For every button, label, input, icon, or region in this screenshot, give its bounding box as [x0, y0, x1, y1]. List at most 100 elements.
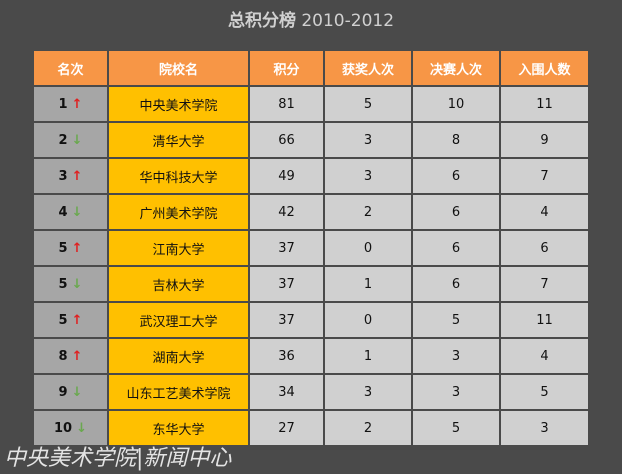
- trend-arrow: ↑: [71, 312, 83, 328]
- number-cell: 81: [248, 85, 325, 123]
- rank: 5: [58, 276, 68, 292]
- school-name: 东华大学: [107, 409, 250, 447]
- rank-cell: 8 ↑: [32, 337, 109, 375]
- number-cell: 6: [411, 193, 501, 231]
- rank: 10: [54, 420, 73, 436]
- rank-cell: 9 ↓: [32, 373, 109, 411]
- table-row: 9 ↓ 山东工艺美术学院 34 3 3 5: [32, 373, 590, 411]
- title: 总积分榜 2010-2012: [0, 6, 622, 31]
- trend-arrow: ↓: [71, 384, 83, 400]
- table-row: 5 ↓ 吉林大学 37 1 6 7: [32, 265, 590, 303]
- school-name: 中央美术学院: [107, 85, 250, 123]
- number-cell: 36: [248, 337, 325, 375]
- number-cell: 6: [411, 229, 501, 267]
- school-name: 华中科技大学: [107, 157, 250, 195]
- watermark: 中央美术学院|新闻中心: [4, 446, 232, 471]
- number-cell: 10: [411, 85, 501, 123]
- school-name: 吉林大学: [107, 265, 250, 303]
- header-cell: 积分: [248, 49, 325, 87]
- number-cell: 1: [323, 337, 413, 375]
- number-cell: 4: [499, 337, 590, 375]
- number-cell: 5: [499, 373, 590, 411]
- table-row: 5 ↑ 江南大学 37 0 6 6: [32, 229, 590, 267]
- number-cell: 37: [248, 229, 325, 267]
- school-name: 广州美术学院: [107, 193, 250, 231]
- trend-arrow: ↓: [76, 420, 87, 436]
- table-row: 3 ↑ 华中科技大学 49 3 6 7: [32, 157, 590, 195]
- school-name: 清华大学: [107, 121, 250, 159]
- rank: 1: [58, 96, 68, 112]
- rank-cell: 10 ↓: [32, 409, 109, 447]
- number-cell: 11: [499, 301, 590, 339]
- rank-cell: 5 ↑: [32, 229, 109, 267]
- school-name: 武汉理工大学: [107, 301, 250, 339]
- number-cell: 2: [323, 193, 413, 231]
- number-cell: 37: [248, 265, 325, 303]
- rank: 3: [58, 168, 68, 184]
- number-cell: 27: [248, 409, 325, 447]
- trend-arrow: ↑: [71, 240, 83, 256]
- number-cell: 3: [411, 373, 501, 411]
- table-row: 4 ↓ 广州美术学院 42 2 6 4: [32, 193, 590, 231]
- school-name: 湖南大学: [107, 337, 250, 375]
- header-cell: 获奖人次: [323, 49, 413, 87]
- header-cell: 名次: [32, 49, 109, 87]
- number-cell: 34: [248, 373, 325, 411]
- trend-arrow: ↓: [71, 132, 83, 148]
- number-cell: 5: [323, 85, 413, 123]
- rank: 9: [58, 384, 68, 400]
- header-row: 名次 院校名 积分 获奖人次 决赛人次 入围人数: [32, 49, 590, 87]
- trend-arrow: ↓: [71, 276, 83, 292]
- trend-arrow: ↑: [71, 168, 83, 184]
- trend-arrow: ↑: [71, 348, 83, 364]
- title-years: 2010-2012: [301, 11, 395, 31]
- number-cell: 3: [323, 157, 413, 195]
- header-cell: 院校名: [107, 49, 250, 87]
- number-cell: 5: [411, 409, 501, 447]
- number-cell: 1: [323, 265, 413, 303]
- header-cell: 入围人数: [499, 49, 590, 87]
- school-name: 山东工艺美术学院: [107, 373, 250, 411]
- number-cell: 0: [323, 229, 413, 267]
- rank-cell: 5 ↑: [32, 301, 109, 339]
- number-cell: 3: [411, 337, 501, 375]
- school-name: 江南大学: [107, 229, 250, 267]
- number-cell: 0: [323, 301, 413, 339]
- number-cell: 49: [248, 157, 325, 195]
- number-cell: 9: [499, 121, 590, 159]
- number-cell: 6: [411, 265, 501, 303]
- rank-cell: 5 ↓: [32, 265, 109, 303]
- number-cell: 5: [411, 301, 501, 339]
- number-cell: 42: [248, 193, 325, 231]
- trend-arrow: ↑: [71, 96, 83, 112]
- rank-cell: 4 ↓: [32, 193, 109, 231]
- table-row: 1 ↑ 中央美术学院 81 5 10 11: [32, 85, 590, 123]
- number-cell: 3: [499, 409, 590, 447]
- number-cell: 3: [323, 121, 413, 159]
- rank-cell: 3 ↑: [32, 157, 109, 195]
- rank: 8: [58, 348, 68, 364]
- number-cell: 37: [248, 301, 325, 339]
- table-row: 2 ↓ 清华大学 66 3 8 9: [32, 121, 590, 159]
- rank: 4: [58, 204, 68, 220]
- trend-arrow: ↓: [71, 204, 83, 220]
- number-cell: 2: [323, 409, 413, 447]
- table-row: 10 ↓ 东华大学 27 2 5 3: [32, 409, 590, 447]
- number-cell: 7: [499, 157, 590, 195]
- number-cell: 3: [323, 373, 413, 411]
- rank: 5: [58, 240, 68, 256]
- ranking-table: 名次 院校名 积分 获奖人次 决赛人次 入围人数 1 ↑ 中央美术学院 81 5 10 11 2 ↓ 清华大…: [32, 49, 590, 447]
- number-cell: 11: [499, 85, 590, 123]
- rank-cell: 1 ↑: [32, 85, 109, 123]
- number-cell: 6: [499, 229, 590, 267]
- header-cell: 决赛人次: [411, 49, 501, 87]
- number-cell: 4: [499, 193, 590, 231]
- number-cell: 7: [499, 265, 590, 303]
- title-main: 总积分榜: [227, 11, 296, 31]
- rank: 5: [58, 312, 68, 328]
- rank-cell: 2 ↓: [32, 121, 109, 159]
- number-cell: 66: [248, 121, 325, 159]
- table-row: 5 ↑ 武汉理工大学 37 0 5 11: [32, 301, 590, 339]
- table-row: 8 ↑ 湖南大学 36 1 3 4: [32, 337, 590, 375]
